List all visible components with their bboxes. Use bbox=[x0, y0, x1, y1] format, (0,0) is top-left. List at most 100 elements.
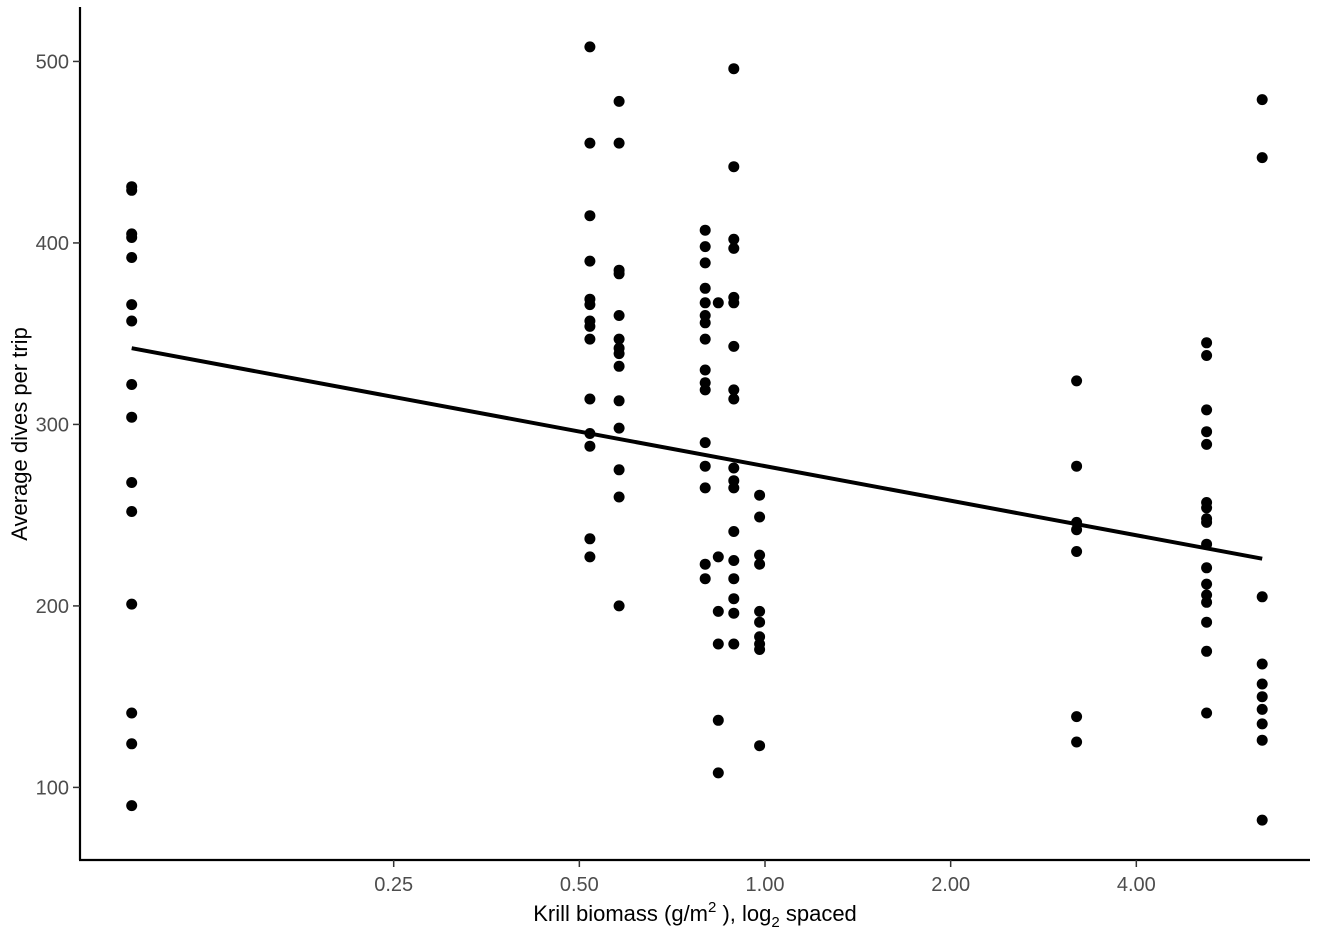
data-point bbox=[1071, 524, 1083, 536]
data-point bbox=[1201, 645, 1213, 657]
data-point bbox=[1256, 591, 1268, 603]
data-point bbox=[699, 224, 711, 236]
data-point bbox=[1201, 502, 1213, 514]
data-point bbox=[1256, 718, 1268, 730]
data-point bbox=[584, 320, 596, 332]
data-point bbox=[699, 482, 711, 494]
data-point bbox=[754, 605, 766, 617]
axes-layer bbox=[78, 7, 1310, 862]
data-point bbox=[126, 707, 138, 719]
data-point bbox=[712, 767, 724, 779]
data-point bbox=[126, 315, 138, 327]
data-point bbox=[1201, 562, 1213, 574]
data-point bbox=[613, 333, 625, 345]
data-point bbox=[613, 395, 625, 407]
data-point bbox=[613, 268, 625, 280]
y-tick-label: 400 bbox=[36, 233, 69, 255]
data-point bbox=[728, 233, 740, 245]
data-point bbox=[728, 161, 740, 173]
ticks-layer: 0.25 0.50 1.00 2.00 4.00 100 200 300 400 500 bbox=[36, 51, 1156, 896]
data-point bbox=[613, 137, 625, 149]
data-point bbox=[613, 348, 625, 360]
data-point bbox=[728, 593, 740, 605]
data-point bbox=[584, 393, 596, 405]
data-point bbox=[728, 384, 740, 396]
data-point bbox=[1071, 736, 1083, 748]
data-point bbox=[126, 411, 138, 423]
data-point bbox=[754, 558, 766, 570]
data-point bbox=[712, 638, 724, 650]
data-point bbox=[1256, 678, 1268, 690]
data-point bbox=[754, 644, 766, 655]
data-point bbox=[126, 738, 138, 750]
data-point bbox=[126, 800, 138, 812]
y-tick-label: 300 bbox=[36, 414, 69, 436]
data-point bbox=[728, 555, 740, 566]
data-point bbox=[1256, 152, 1268, 164]
data-point bbox=[699, 333, 711, 345]
data-point bbox=[1071, 711, 1083, 723]
data-point bbox=[728, 607, 740, 619]
data-point bbox=[1201, 337, 1213, 349]
data-point bbox=[728, 393, 740, 405]
data-point bbox=[712, 551, 724, 563]
data-point bbox=[613, 600, 625, 612]
x-tick-label: 4.00 bbox=[1117, 874, 1156, 896]
data-point bbox=[699, 241, 711, 253]
data-point bbox=[584, 551, 596, 563]
data-point bbox=[728, 526, 740, 537]
y-axis-title: Average dives per trip bbox=[7, 327, 32, 541]
data-point bbox=[728, 63, 740, 75]
data-point bbox=[1201, 596, 1213, 608]
data-point bbox=[613, 464, 625, 476]
data-point bbox=[584, 41, 596, 53]
data-point bbox=[728, 462, 740, 474]
data-point bbox=[754, 511, 766, 523]
data-point bbox=[699, 282, 711, 294]
data-point bbox=[584, 533, 596, 545]
data-point bbox=[1201, 707, 1213, 719]
data-point bbox=[1201, 516, 1213, 528]
data-point bbox=[1201, 426, 1213, 438]
data-point bbox=[126, 477, 138, 488]
y-tick-label: 500 bbox=[36, 51, 69, 73]
y-tick-label: 100 bbox=[36, 777, 69, 799]
data-point bbox=[699, 384, 711, 396]
data-point bbox=[754, 549, 766, 561]
data-point bbox=[613, 310, 625, 321]
data-point bbox=[754, 489, 766, 501]
data-point bbox=[1071, 460, 1083, 472]
data-point bbox=[126, 252, 138, 263]
data-point bbox=[126, 598, 138, 610]
data-point bbox=[699, 257, 711, 269]
points-layer bbox=[126, 41, 1268, 826]
data-point bbox=[728, 482, 740, 494]
y-tick-label: 200 bbox=[36, 596, 69, 618]
data-point bbox=[584, 299, 596, 311]
data-point bbox=[584, 210, 596, 222]
data-point bbox=[728, 638, 740, 650]
data-point bbox=[1201, 350, 1213, 361]
data-point bbox=[728, 242, 740, 254]
data-point bbox=[1256, 658, 1268, 670]
data-point bbox=[584, 255, 596, 267]
data-point bbox=[584, 440, 596, 452]
data-point bbox=[1256, 691, 1268, 703]
data-point bbox=[1256, 814, 1268, 826]
x-axis-title: Krill biomass (g/m2 ), log2 spaced bbox=[533, 899, 857, 931]
data-point bbox=[613, 360, 625, 372]
data-point bbox=[613, 422, 625, 434]
data-point bbox=[1256, 703, 1268, 715]
data-point bbox=[1071, 546, 1083, 557]
regression-line bbox=[131, 346, 1263, 561]
data-point bbox=[584, 333, 596, 345]
x-tick-label: 2.00 bbox=[931, 874, 970, 896]
data-point bbox=[1201, 616, 1213, 628]
data-point bbox=[728, 573, 740, 585]
data-point bbox=[699, 297, 711, 309]
data-point bbox=[1256, 94, 1268, 106]
data-point bbox=[126, 299, 138, 311]
data-point bbox=[754, 740, 766, 752]
x-tick-label: 1.00 bbox=[746, 874, 785, 896]
